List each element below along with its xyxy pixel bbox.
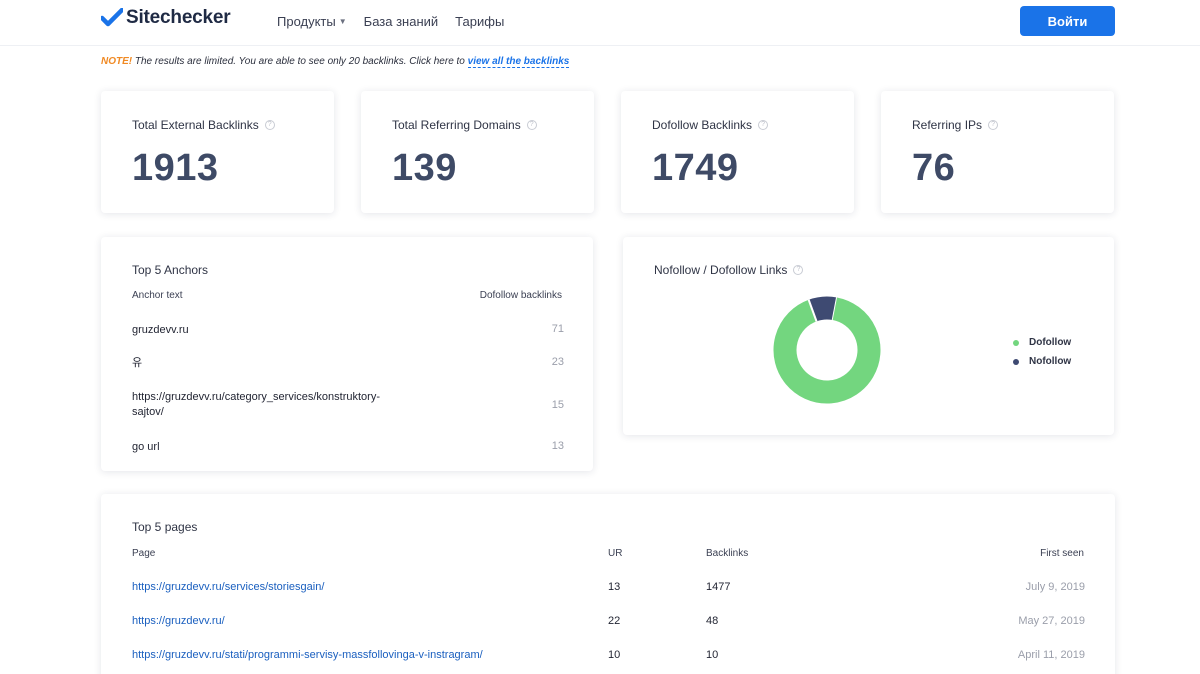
anchor-count: 13: [551, 440, 564, 452]
top-pages-card: Top 5 pages Page UR Backlinks First seen…: [101, 494, 1115, 674]
stat-value: 1913: [132, 147, 219, 189]
page-ur: 22: [608, 615, 621, 627]
legend-item-dofollow[interactable]: Dofollow: [1013, 333, 1071, 352]
stat-card-referring-ips: Referring IPs ? 76: [881, 91, 1114, 213]
note-tag: NOTE!: [101, 56, 133, 67]
page-first-seen: May 27, 2019: [1018, 615, 1085, 627]
stat-title-text: Total External Backlinks: [132, 118, 259, 132]
top-anchors-card: Top 5 Anchors Anchor text Dofollow backl…: [101, 237, 593, 471]
help-icon[interactable]: ?: [758, 120, 769, 130]
anchor-text: https://gruzdevv.ru/category_services/ko…: [132, 391, 381, 418]
legend-dot-dofollow: [1013, 339, 1019, 346]
view-all-backlinks-link[interactable]: view all the backlinks: [467, 56, 570, 68]
chart-title: Nofollow / Dofollow Links ?: [654, 263, 804, 277]
nav-item-pricing[interactable]: Тарифы: [455, 14, 504, 29]
limit-note: NOTE! The results are limited. You are a…: [101, 56, 570, 68]
page-backlinks: 10: [706, 649, 719, 661]
anchor-count: 71: [551, 323, 564, 335]
page-link[interactable]: https://gruzdevv.ru/services/storiesgain…: [132, 581, 325, 593]
legend-label: Dofollow: [1029, 337, 1072, 348]
help-icon[interactable]: ?: [793, 265, 804, 275]
stat-card-referring-domains: Total Referring Domains ? 139: [361, 91, 594, 213]
stat-value: 139: [392, 147, 457, 189]
stat-card-dofollow-backlinks: Dofollow Backlinks ? 1749: [621, 91, 854, 213]
page-link[interactable]: https://gruzdevv.ru/stati/programmi-serv…: [132, 649, 483, 661]
chart-title-text: Nofollow / Dofollow Links: [654, 263, 788, 277]
page-ur: 10: [608, 649, 621, 661]
column-header-backlinks: Backlinks: [706, 548, 749, 559]
section-title: Top 5 Anchors: [132, 263, 209, 277]
logo-text: Sitechecker: [126, 7, 231, 28]
links-chart-card: Nofollow / Dofollow Links ? Dofollow Nof…: [623, 237, 1114, 435]
column-header-ur: UR: [608, 548, 623, 559]
stat-title-text: Dofollow Backlinks: [652, 118, 753, 132]
page-backlinks: 1477: [706, 581, 731, 593]
help-icon[interactable]: ?: [526, 120, 537, 130]
legend-item-nofollow[interactable]: Nofollow: [1013, 352, 1071, 371]
slice-separator: [807, 299, 818, 322]
help-icon[interactable]: ?: [988, 120, 999, 130]
stat-card-external-backlinks: Total External Backlinks ? 1913: [101, 91, 334, 213]
section-title: Top 5 pages: [132, 520, 198, 534]
anchor-text: 유: [132, 357, 143, 369]
pie-slice-dofollow[interactable]: [773, 297, 881, 404]
anchor-text: gruzdevv.ru: [132, 324, 189, 336]
checkmark-logo-icon: [101, 8, 123, 27]
stat-title: Referring IPs ?: [912, 118, 999, 132]
column-header-anchor-text: Anchor text: [132, 290, 183, 301]
main-nav: Продукты ▼ База знаний Тарифы: [277, 14, 521, 29]
help-icon[interactable]: ?: [264, 120, 275, 130]
login-button[interactable]: Войти: [1020, 6, 1115, 36]
stat-title: Dofollow Backlinks ?: [652, 118, 769, 132]
note-text: The results are limited. You are able to…: [132, 56, 468, 67]
legend-dot-nofollow: [1013, 358, 1019, 365]
stat-title: Total Referring Domains ?: [392, 118, 537, 132]
pie-slice-nofollow[interactable]: [808, 296, 838, 322]
column-header-first-seen: First seen: [1040, 548, 1084, 559]
stat-title: Total External Backlinks ?: [132, 118, 275, 132]
anchor-count: 15: [551, 399, 564, 411]
column-header-dofollow-backlinks: Dofollow backlinks: [479, 290, 562, 301]
nav-item-knowledge-base[interactable]: База знаний: [364, 14, 439, 29]
stat-value: 76: [912, 147, 956, 189]
chevron-down-icon: ▼: [338, 17, 347, 26]
sitechecker-logo[interactable]: Sitechecker: [101, 7, 231, 29]
page-backlinks: 48: [706, 615, 719, 627]
anchor-text: go url: [132, 441, 160, 453]
stat-title-text: Referring IPs: [912, 118, 983, 132]
nav-item-products[interactable]: Продукты ▼: [277, 14, 347, 29]
column-header-page: Page: [132, 548, 156, 559]
top-header: Sitechecker Продукты ▼ База знаний Тариф…: [0, 0, 1200, 46]
nav-item-label: Тарифы: [455, 14, 505, 29]
page-first-seen: April 11, 2019: [1017, 649, 1085, 661]
stat-title-text: Total Referring Domains: [392, 118, 521, 132]
chart-legend: Dofollow Nofollow: [1013, 333, 1071, 371]
page-link[interactable]: https://gruzdevv.ru/: [132, 615, 225, 627]
legend-label: Nofollow: [1029, 356, 1072, 367]
nav-item-label: Продукты: [277, 14, 336, 29]
nav-item-label: База знаний: [363, 14, 439, 29]
anchor-count: 23: [551, 356, 564, 368]
page-ur: 13: [608, 581, 621, 593]
page-first-seen: July 9, 2019: [1025, 581, 1085, 593]
donut-chart: [773, 296, 881, 404]
stat-value: 1749: [652, 147, 739, 189]
